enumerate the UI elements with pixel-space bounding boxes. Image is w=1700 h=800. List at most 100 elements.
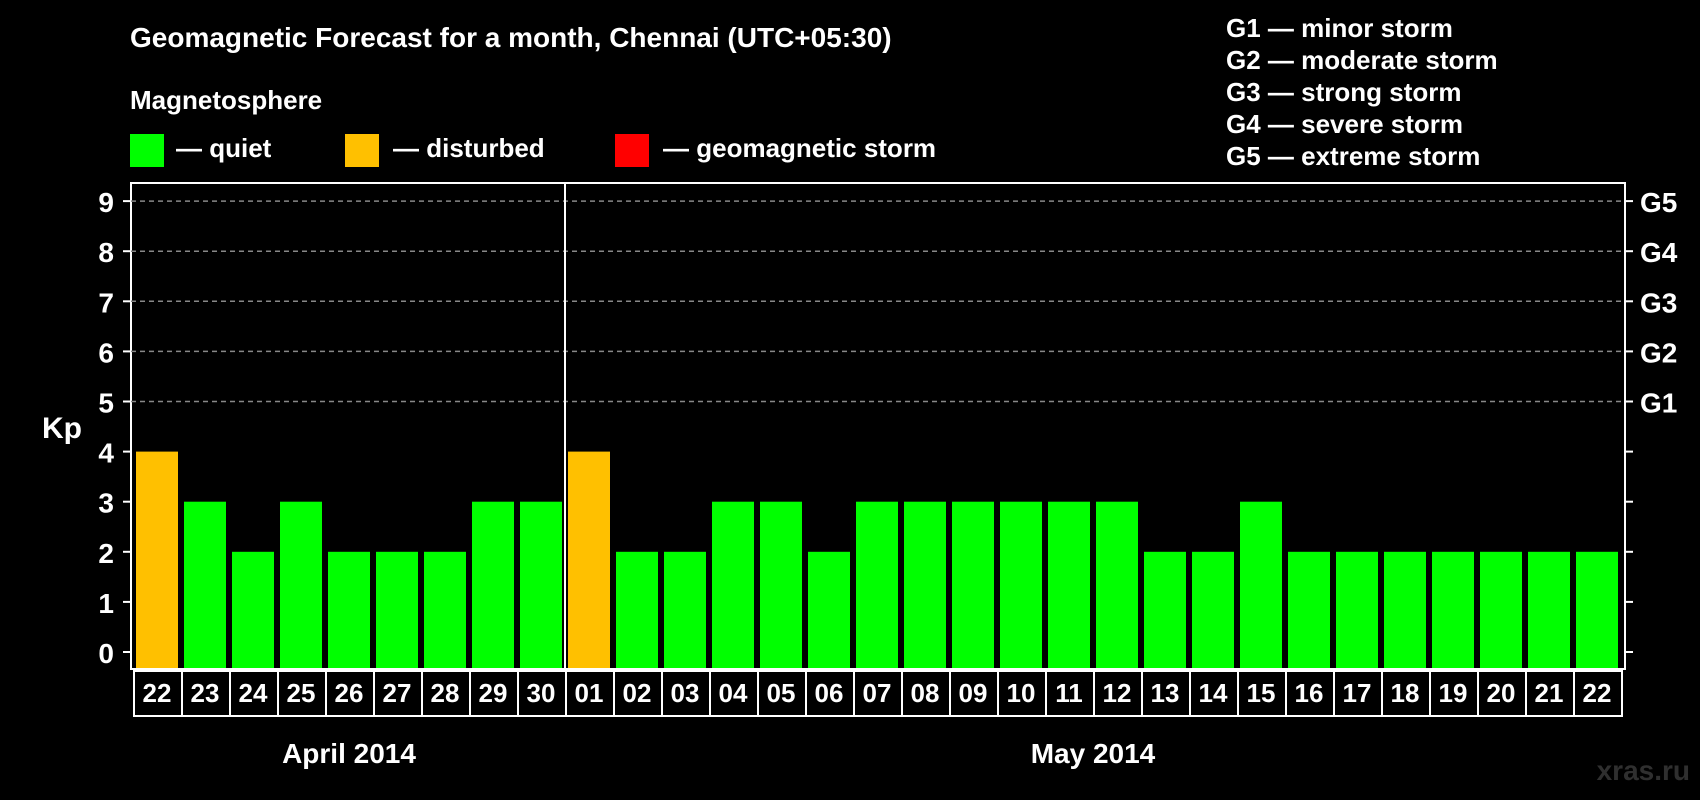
storm-level-label: G4	[1640, 237, 1678, 268]
y-tick-label: 8	[98, 237, 114, 268]
day-label: 28	[431, 678, 460, 708]
bar	[904, 501, 946, 668]
bar	[1336, 551, 1378, 668]
day-label: 16	[1295, 678, 1324, 708]
day-label: 22	[143, 678, 172, 708]
y-tick-label: 1	[98, 588, 114, 619]
storm-level-label: G3	[1640, 287, 1677, 318]
day-label: 19	[1439, 678, 1468, 708]
day-label: 18	[1391, 678, 1420, 708]
bar	[136, 451, 178, 668]
day-label: 15	[1247, 678, 1276, 708]
day-label: 01	[575, 678, 604, 708]
bar	[1048, 501, 1090, 668]
plot-frame	[130, 182, 1626, 670]
bar	[1144, 551, 1186, 668]
storm-level-axis: G1 G2 G3 G4 G5	[1640, 187, 1678, 418]
magnetosphere-label: Magnetosphere	[130, 85, 322, 115]
legend-label-disturbed: — disturbed	[393, 133, 545, 163]
bar	[808, 551, 850, 668]
bar	[424, 551, 466, 668]
day-label: 02	[623, 678, 652, 708]
day-label: 10	[1007, 678, 1036, 708]
y-tick-label: 2	[98, 538, 114, 569]
day-label: 06	[815, 678, 844, 708]
legend-label-storm: — geomagnetic storm	[663, 133, 936, 163]
legend-swatch-storm	[615, 134, 649, 167]
day-label: 05	[767, 678, 796, 708]
day-label: 08	[911, 678, 940, 708]
bar	[232, 551, 274, 668]
y-axis: 0 1 2 3 4 5 6 7 8 9	[98, 187, 1633, 669]
day-label: 09	[959, 678, 988, 708]
bar	[568, 451, 610, 668]
grid-lines	[131, 200, 1621, 403]
day-label: 13	[1151, 678, 1180, 708]
storm-level-label: G1	[1640, 388, 1677, 419]
bar	[328, 551, 370, 668]
bar	[472, 501, 514, 668]
day-label: 14	[1199, 678, 1228, 708]
day-label: 17	[1343, 678, 1372, 708]
bar	[712, 501, 754, 668]
watermark: xras.ru	[1597, 755, 1690, 786]
day-label: 29	[479, 678, 508, 708]
legend-swatch-disturbed	[345, 134, 379, 167]
bar	[184, 501, 226, 668]
y-tick-label: 5	[98, 388, 114, 419]
y-tick-label: 4	[98, 438, 114, 469]
bar	[952, 501, 994, 668]
x-axis-day-cells: 22 23 24 25 26 27 28 29 30 01 02 03 04 05 06 07 08 09 10 11…	[133, 670, 1623, 717]
y-tick-label: 9	[98, 187, 114, 218]
bar	[856, 501, 898, 668]
day-label: 30	[527, 678, 556, 708]
month-label: April 2014	[282, 738, 416, 769]
y-axis-label: Kp	[42, 412, 82, 445]
legend-swatch-quiet	[130, 134, 164, 167]
bar	[1576, 551, 1618, 668]
day-label: 20	[1487, 678, 1516, 708]
day-label: 03	[671, 678, 700, 708]
bar	[1192, 551, 1234, 668]
bar	[664, 551, 706, 668]
day-label: 12	[1103, 678, 1132, 708]
day-label: 21	[1535, 678, 1564, 708]
bar	[1000, 501, 1042, 668]
bar	[1240, 501, 1282, 668]
day-label: 23	[191, 678, 220, 708]
bar	[280, 501, 322, 668]
day-cell	[1573, 670, 1623, 717]
month-labels: April 2014 May 2014	[282, 738, 1156, 769]
storm-legend-g2: G2 — moderate storm	[1226, 45, 1498, 75]
day-label: 07	[863, 678, 892, 708]
day-label: 24	[239, 678, 268, 708]
bar	[1384, 551, 1426, 668]
bar	[520, 501, 562, 668]
storm-legend-g1: G1 — minor storm	[1226, 13, 1453, 43]
day-label: 04	[719, 678, 748, 708]
bar	[1096, 501, 1138, 668]
chart-title: Geomagnetic Forecast for a month, Chenna…	[130, 22, 892, 53]
y-tick-label: 7	[98, 287, 114, 318]
bar	[616, 551, 658, 668]
month-label: May 2014	[1031, 738, 1156, 769]
day-label: 11	[1055, 678, 1083, 708]
bars	[136, 451, 1618, 668]
y-tick-label: 0	[98, 638, 114, 669]
day-label: 26	[335, 678, 364, 708]
bar	[376, 551, 418, 668]
day-label: 25	[287, 678, 316, 708]
storm-legend-g3: G3 — strong storm	[1226, 77, 1461, 107]
storm-legend-g4: G4 — severe storm	[1226, 109, 1463, 139]
storm-legend-g5: G5 — extreme storm	[1226, 141, 1480, 171]
day-label: 22	[1583, 678, 1612, 708]
bar	[1480, 551, 1522, 668]
bar	[1432, 551, 1474, 668]
day-label: 27	[383, 678, 412, 708]
bar	[760, 501, 802, 668]
y-tick-label: 3	[98, 488, 114, 519]
bar	[1528, 551, 1570, 668]
storm-level-label: G2	[1640, 337, 1677, 368]
y-tick-label: 6	[98, 337, 114, 368]
